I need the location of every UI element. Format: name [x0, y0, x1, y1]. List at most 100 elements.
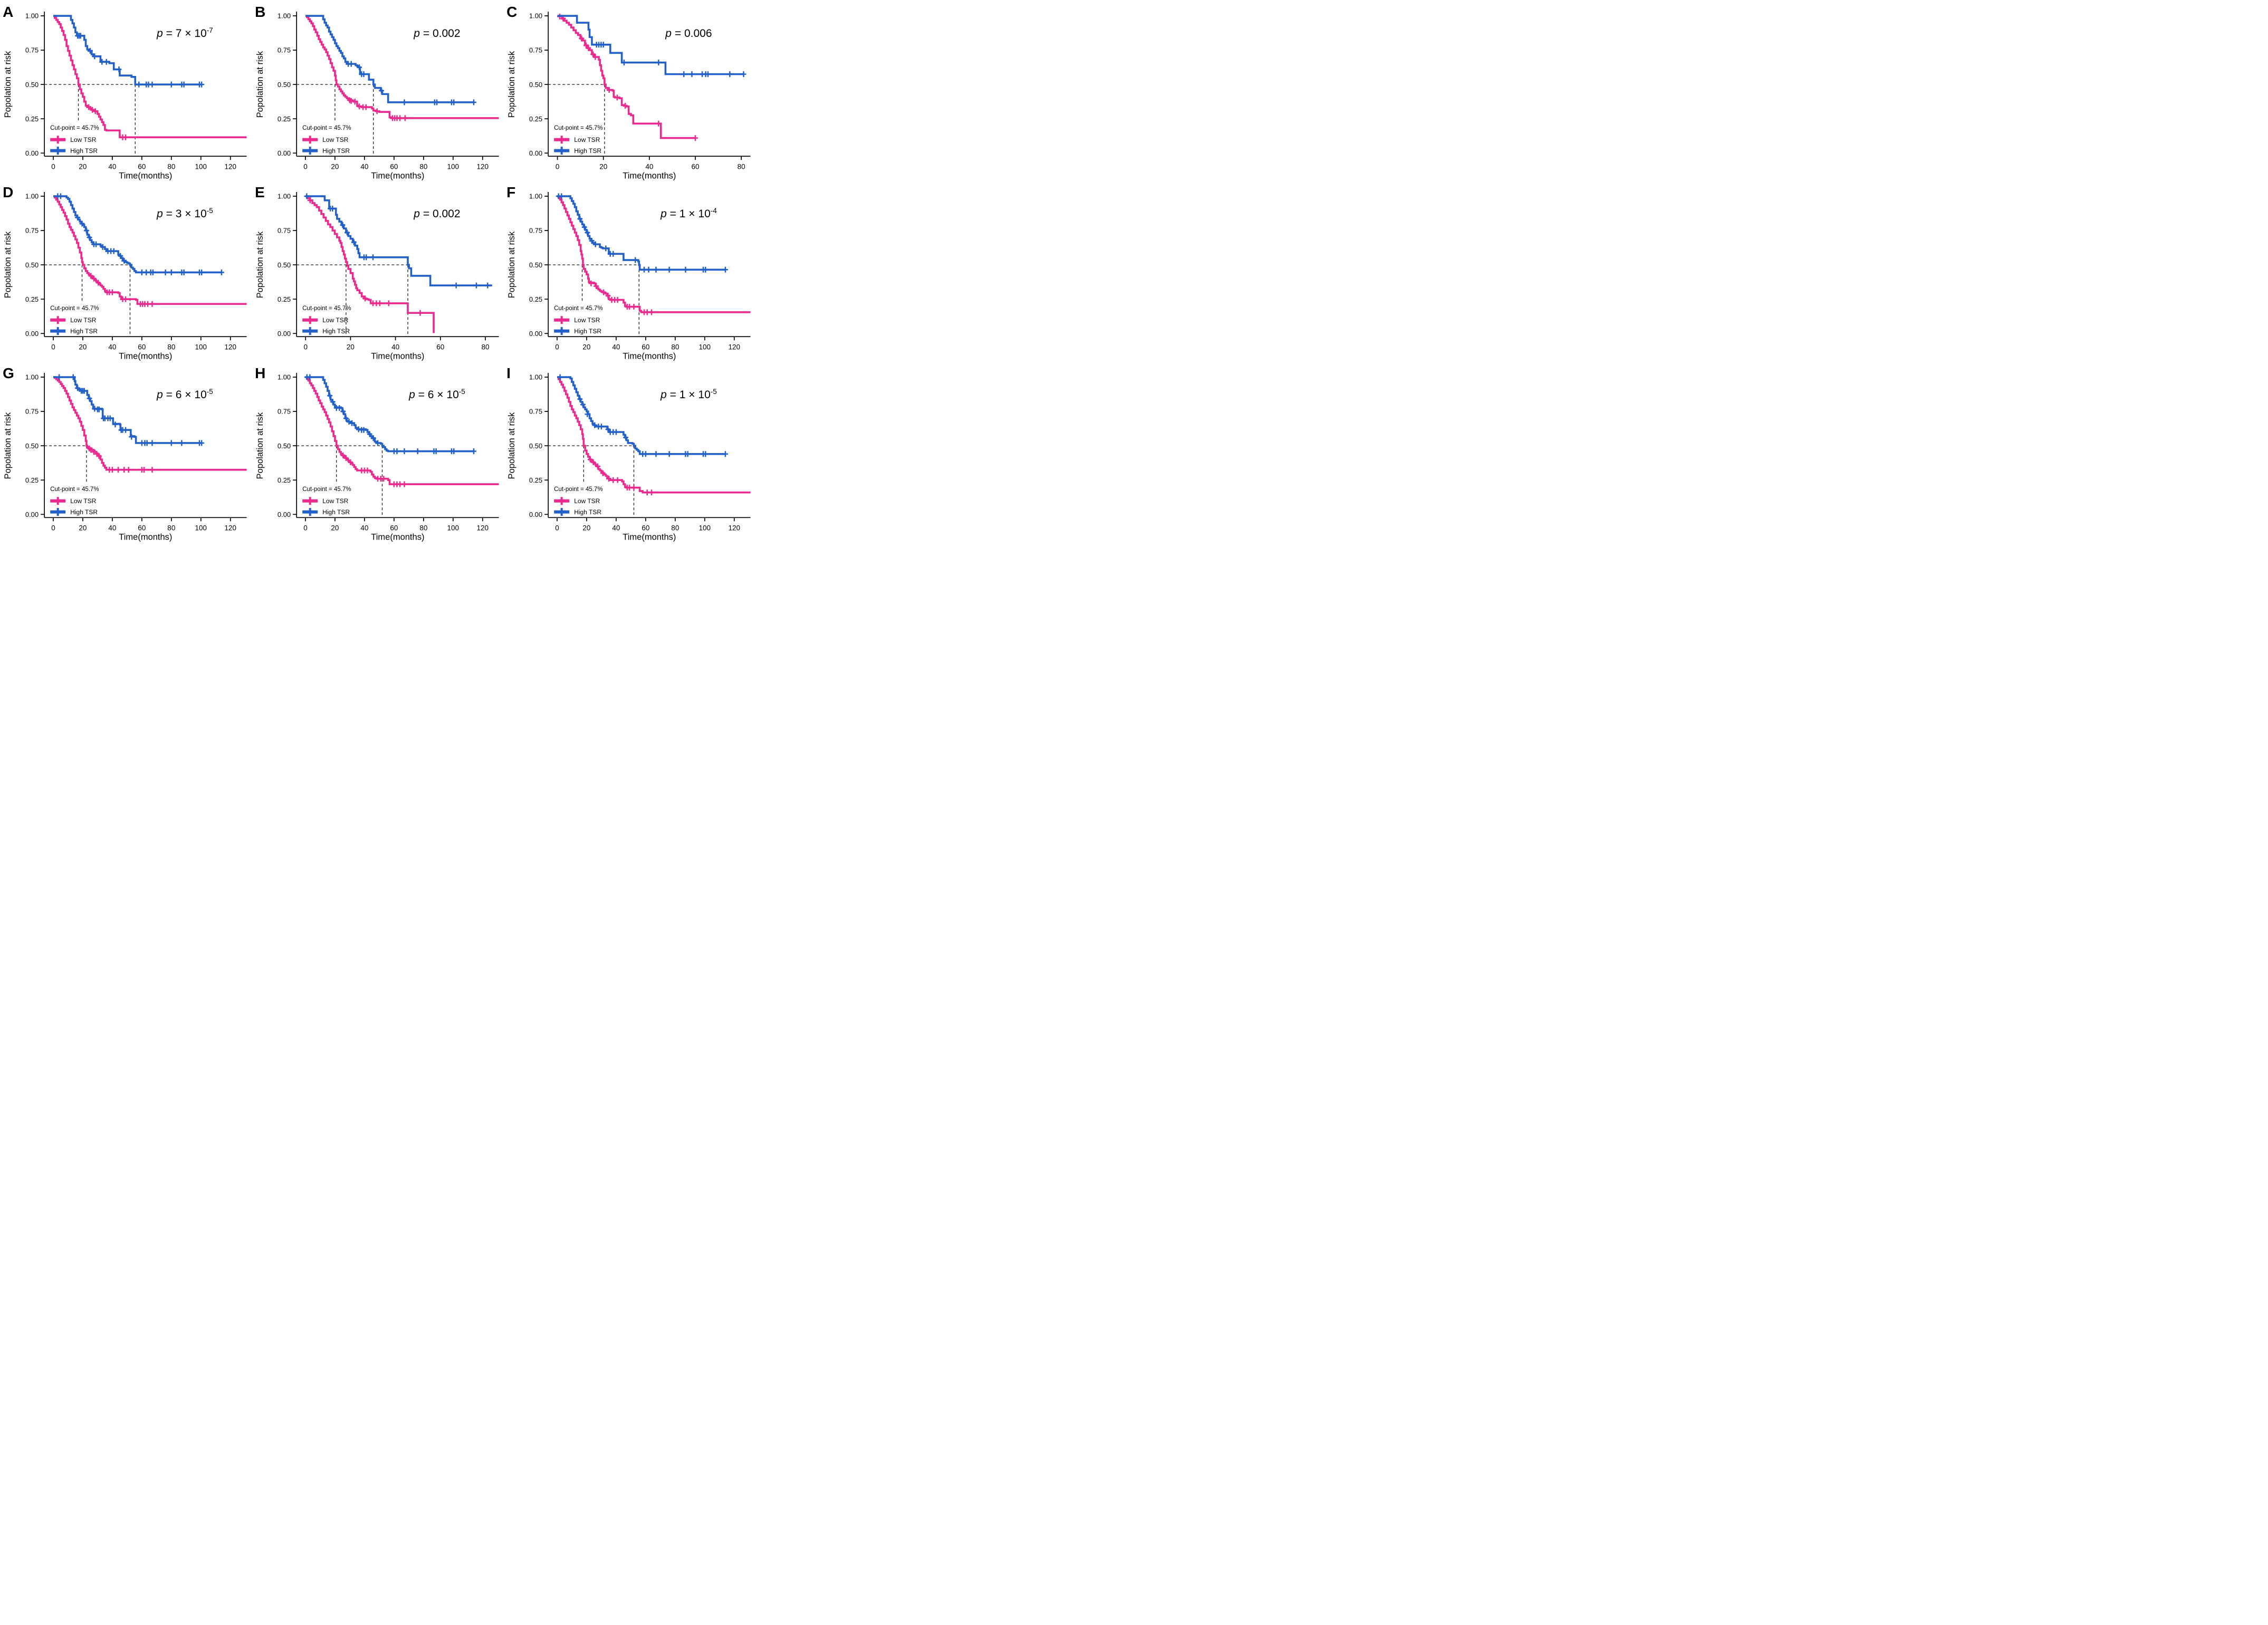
y-tick-label: 0.25 — [529, 295, 542, 303]
panel-letter: A — [3, 4, 13, 20]
x-tick-label: 80 — [481, 343, 489, 351]
x-tick-label: 40 — [108, 524, 116, 532]
legend-item-high-tsr: High TSR — [50, 327, 98, 335]
legend-item-label: Low TSR — [70, 136, 96, 143]
low-tsr-curve — [305, 376, 499, 485]
x-tick-label: 120 — [476, 162, 489, 170]
high-tsr-censor-marks — [55, 193, 224, 276]
low-tsr-censor-marks — [307, 197, 423, 316]
legend-item-label: Low TSR — [322, 136, 348, 143]
y-axis-title: Popolation at risk — [3, 51, 13, 118]
y-tick-label: 0.25 — [277, 115, 291, 123]
y-tick-label: 1.00 — [277, 12, 291, 20]
x-tick-label: 20 — [331, 162, 339, 170]
low-tsr-censor-marks — [88, 273, 155, 307]
legend: Cut-point = 45.7% Low TSR High TSR — [50, 305, 99, 335]
y-tick-label: 0.00 — [277, 511, 291, 518]
legend-cutpoint-label: Cut-point = 45.7% — [302, 125, 351, 131]
panel-letter: C — [506, 4, 517, 20]
low-tsr-censor-marks — [86, 104, 129, 140]
x-tick-label: 20 — [79, 343, 87, 351]
x-tick-label: 20 — [347, 343, 355, 351]
x-tick-label: 100 — [195, 343, 207, 351]
axes — [295, 192, 499, 338]
legend-item-low-tsr: Low TSR — [50, 316, 97, 324]
legend-item-high-tsr: High TSR — [554, 147, 602, 155]
x-tick-label: 0 — [303, 162, 308, 170]
high-tsr-curve — [305, 195, 492, 287]
x-tick-label: 0 — [51, 343, 55, 351]
legend-item-high-tsr: High TSR — [302, 507, 350, 516]
high-tsr-censor-marks — [594, 42, 747, 78]
km-plot-I: 0.00 0.25 0.50 0.75 1.00 0 20 40 60 80 100 120 Time(… — [506, 365, 751, 542]
legend-item-label: High TSR — [70, 328, 98, 335]
y-tick-label: 1.00 — [529, 373, 542, 381]
legend-cutpoint-label: Cut-point = 45.7% — [554, 305, 603, 312]
x-tick-label: 60 — [642, 343, 650, 351]
x-axis-title: Time(months) — [119, 171, 172, 180]
km-panel-D: 0.00 0.25 0.50 0.75 1.00 0 20 40 60 80 100 120 Time(… — [0, 180, 252, 361]
legend: Cut-point = 45.7% Low TSR High TSR — [554, 305, 603, 335]
low-tsr-curve — [53, 195, 247, 305]
y-tick-label: 1.00 — [277, 373, 291, 381]
legend-item-label: Low TSR — [322, 497, 348, 505]
x-tick-label: 120 — [225, 343, 237, 351]
x-tick-label: 100 — [195, 524, 207, 532]
p-value-annotation: p = 0.006 — [665, 27, 712, 40]
high-tsr-censor-marks — [56, 374, 205, 446]
y-tick-label: 0.75 — [277, 46, 291, 54]
km-panel-B: 0.00 0.25 0.50 0.75 1.00 0 20 40 60 80 100 120 Time(… — [252, 0, 504, 180]
low-tsr-curve — [557, 195, 751, 314]
km-plot-E: 0.00 0.25 0.50 0.75 1.00 0 20 40 60 80 Time(months… — [255, 184, 499, 361]
axes — [44, 12, 247, 157]
legend-item-high-tsr: High TSR — [302, 327, 350, 335]
y-tick-label: 0.50 — [277, 261, 291, 269]
low-tsr-censor-marks — [340, 452, 407, 487]
legend: Cut-point = 45.7% Low TSR High TSR — [554, 486, 603, 516]
median-dashed-lines — [548, 264, 640, 336]
high-tsr-censor-marks — [556, 193, 729, 273]
x-tick-label: 80 — [419, 524, 427, 532]
median-dashed-lines — [44, 445, 87, 483]
km-panel-A: 0.00 0.25 0.50 0.75 1.00 0 20 40 60 80 100 120 Time(… — [0, 0, 252, 180]
legend-item-low-tsr: Low TSR — [554, 316, 600, 324]
high-tsr-curve — [305, 15, 474, 103]
y-tick-label: 0.75 — [25, 46, 39, 54]
legend-cutpoint-label: Cut-point = 45.7% — [302, 305, 351, 312]
x-tick-label: 60 — [138, 162, 146, 170]
panel-letter: H — [255, 365, 265, 381]
median-dashed-lines — [548, 445, 635, 516]
x-tick-label: 120 — [729, 343, 741, 351]
x-tick-label: 120 — [729, 524, 741, 532]
axes — [44, 192, 247, 338]
y-tick-label: 0.25 — [25, 295, 39, 303]
x-axis-title: Time(months) — [119, 352, 172, 361]
p-value-annotation: p = 6 × 10-5 — [408, 388, 465, 401]
high-tsr-curve — [53, 15, 203, 85]
y-tick-label: 0.75 — [277, 407, 291, 415]
panel-letter: D — [3, 184, 13, 200]
legend-cutpoint-label: Cut-point = 45.7% — [50, 486, 99, 493]
y-axis-title: Popolation at risk — [507, 412, 516, 479]
y-tick-label: 0.50 — [277, 81, 291, 89]
x-tick-label: 40 — [360, 162, 368, 170]
legend: Cut-point = 45.7% Low TSR High TSR — [302, 305, 351, 335]
x-tick-label: 100 — [447, 524, 459, 532]
legend-item-label: Low TSR — [70, 316, 96, 324]
y-tick-label: 0.00 — [529, 511, 542, 518]
x-tick-label: 80 — [167, 524, 175, 532]
y-tick-label: 0.50 — [277, 441, 291, 449]
x-tick-label: 80 — [419, 162, 427, 170]
x-tick-label: 60 — [390, 162, 398, 170]
legend-item-high-tsr: High TSR — [50, 507, 98, 516]
y-tick-label: 0.75 — [25, 227, 39, 235]
legend: Cut-point = 45.7% Low TSR High TSR — [302, 486, 351, 516]
x-tick-label: 0 — [303, 343, 308, 351]
km-plot-C: 0.00 0.25 0.50 0.75 1.00 0 20 40 60 80 Time(months… — [506, 4, 751, 180]
y-tick-label: 0.75 — [529, 407, 542, 415]
axes — [548, 372, 751, 518]
y-tick-label: 0.25 — [277, 295, 291, 303]
p-value-annotation: p = 0.002 — [413, 208, 460, 220]
x-tick-label: 80 — [672, 343, 680, 351]
x-tick-label: 0 — [303, 524, 308, 532]
